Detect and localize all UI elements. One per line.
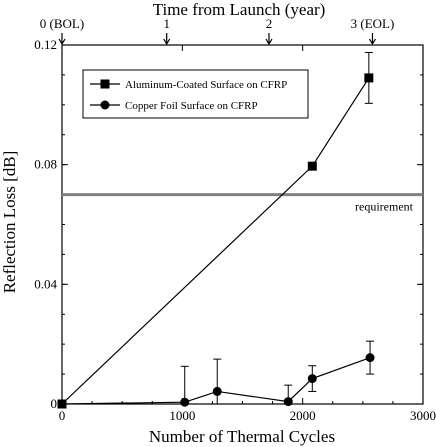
data-point-circle <box>283 397 293 407</box>
data-point-circle <box>307 374 317 384</box>
data-point-circle <box>180 397 190 407</box>
top-axis-tick-label: 2 <box>266 16 273 31</box>
data-point-circle <box>57 399 67 409</box>
legend-label: Copper Foil Surface on CFRP <box>125 100 258 112</box>
y-tick-label: 0.12 <box>34 37 57 52</box>
top-axis-title: Time from Launch (year) <box>153 0 326 19</box>
top-axis-arrow <box>368 33 376 46</box>
x-tick-label: 1000 <box>169 408 195 423</box>
x-tick-label: 2000 <box>290 408 316 423</box>
y-axis-title: Reflection Loss [dB] <box>0 151 19 294</box>
top-axis-tick-label: 3 (EOL) <box>351 16 395 31</box>
top-axis-tick-label: 1 <box>163 16 170 31</box>
legend-label: Aluminum-Coated Surface on CFRP <box>125 79 287 91</box>
legend-marker-square <box>100 79 110 89</box>
top-axis-arrow <box>265 33 273 46</box>
data-point-square <box>307 161 317 171</box>
legend: Aluminum-Coated Surface on CFRP Copper Fo… <box>82 69 309 119</box>
legend-marker-circle <box>100 100 110 110</box>
requirement-label: requirement <box>355 200 414 214</box>
x-axis-title: Number of Thermal Cycles <box>149 427 335 446</box>
legend-box <box>82 69 309 119</box>
y-tick-label: 0 <box>51 396 58 411</box>
series-line-1 <box>61 357 371 405</box>
data-point-circle <box>212 386 222 396</box>
series-line-0 <box>61 77 370 405</box>
x-tick-label: 3000 <box>410 408 436 423</box>
y-tick-label: 0.08 <box>34 157 57 172</box>
x-tick-label: 0 <box>59 408 66 423</box>
top-axis-tick-label: 0 (BOL) <box>40 16 84 31</box>
data-point-square <box>364 73 374 83</box>
top-axis-arrow <box>163 33 171 46</box>
y-tick-label: 0.04 <box>34 276 57 291</box>
top-axis-arrow <box>58 33 66 46</box>
data-point-circle <box>365 353 375 363</box>
